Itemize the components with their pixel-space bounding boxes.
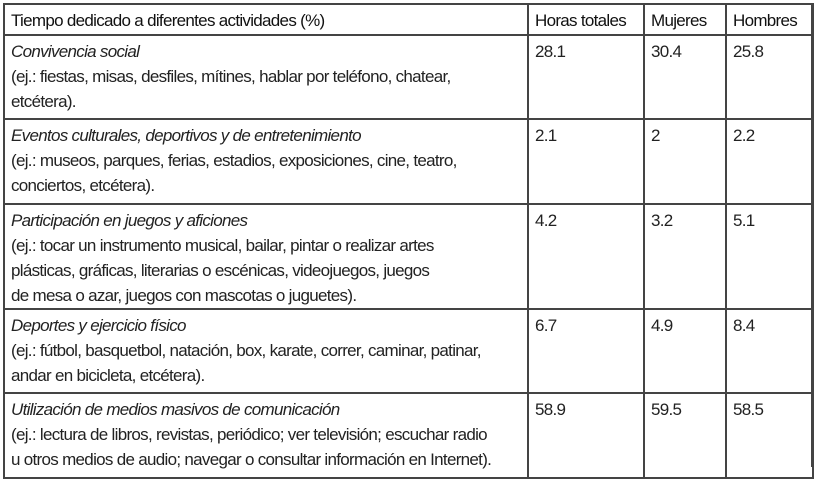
total-cell: 4.2 (527, 203, 645, 310)
activity-examples: (ej.: museos, parques, ferias, estadios,… (11, 151, 457, 170)
header-row: Tiempo dedicado a diferentes actividades… (3, 3, 814, 36)
activity-name: Eventos culturales, deportivos y de entr… (11, 126, 362, 145)
hombres-cell: 2.2 (725, 118, 814, 205)
header-mujeres: Mujeres (643, 3, 727, 36)
right-border (811, 3, 813, 467)
table-row: Deportes y ejercicio físico (ej.: fútbol,… (3, 308, 814, 394)
activity-examples: de mesa o azar, juegos con mascotas o ju… (11, 286, 357, 305)
activity-examples: andar en bicicleta, etcétera). (11, 366, 205, 385)
hombres-cell: 58.5 (725, 392, 814, 479)
mujeres-cell: 59.5 (643, 392, 727, 479)
activity-examples: (ej.: lectura de libros, revistas, perió… (11, 425, 488, 444)
activity-cell: Eventos culturales, deportivos y de entr… (3, 118, 529, 205)
activity-name: Convivencia social (11, 42, 140, 61)
activity-cell: Deportes y ejercicio físico (ej.: fútbol,… (3, 308, 529, 394)
total-cell: 58.9 (527, 392, 645, 479)
activity-examples: u otros medios de audio; navegar o consu… (11, 450, 492, 469)
table-row: Convivencia social (ej.: fiestas, misas, … (3, 34, 814, 120)
activity-cell: Participación en juegos y aficiones (ej.:… (3, 203, 529, 310)
activity-examples: (ej.: fútbol, basquetbol, natación, box,… (11, 341, 482, 360)
hombres-cell: 25.8 (725, 34, 814, 120)
activity-cell: Utilización de medios masivos de comunic… (3, 392, 529, 479)
hombres-cell: 8.4 (725, 308, 814, 394)
total-cell: 2.1 (527, 118, 645, 205)
activity-examples: (ej.: fiestas, misas, desfiles, mítines,… (11, 67, 451, 86)
activity-name: Deportes y ejercicio físico (11, 316, 186, 335)
header-total: Horas totales (527, 3, 645, 36)
activity-examples: plásticas, gráficas, literarias o escéni… (11, 261, 430, 280)
table-row: Utilización de medios masivos de comunic… (3, 392, 814, 479)
table-row: Participación en juegos y aficiones (ej.:… (3, 203, 814, 310)
activity-examples: conciertos, etcétera). (11, 176, 155, 195)
mujeres-cell: 3.2 (643, 203, 727, 310)
mujeres-cell: 4.9 (643, 308, 727, 394)
total-cell: 28.1 (527, 34, 645, 120)
header-activity: Tiempo dedicado a diferentes actividades… (3, 3, 529, 36)
total-cell: 6.7 (527, 308, 645, 394)
hombres-cell: 5.1 (725, 203, 814, 310)
activity-name: Participación en juegos y aficiones (11, 211, 248, 230)
activity-examples: etcétera). (11, 92, 77, 111)
activity-name: Utilización de medios masivos de comunic… (11, 400, 340, 419)
activity-cell: Convivencia social (ej.: fiestas, misas, … (3, 34, 529, 120)
activity-examples: (ej.: tocar un instrumento musical, bail… (11, 236, 434, 255)
header-hombres: Hombres (725, 3, 814, 36)
table-row: Eventos culturales, deportivos y de entr… (3, 118, 814, 205)
mujeres-cell: 2 (643, 118, 727, 205)
mujeres-cell: 30.4 (643, 34, 727, 120)
activities-table: Tiempo dedicado a diferentes actividades… (3, 3, 814, 479)
